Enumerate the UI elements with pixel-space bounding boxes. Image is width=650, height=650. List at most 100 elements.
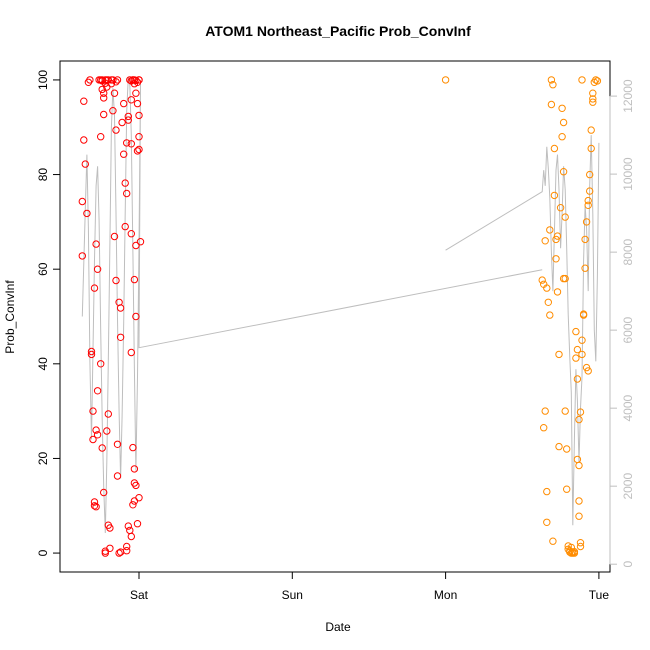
y-tick-label-0: 0 [36,549,50,556]
point-s1-19 [552,255,560,263]
point-s1-11 [546,226,554,234]
point-s0-47 [112,126,120,134]
y-tick-label-80: 80 [36,168,50,182]
point-s0-62 [123,189,131,198]
point-s0-37 [103,427,111,435]
point-s0-31 [100,110,108,119]
point-s0-54 [116,333,125,341]
point-s1-18 [552,235,560,244]
point-s1-9 [544,298,552,306]
y2-tick-label-10000: 10000 [621,157,635,191]
point-s0-98 [135,494,143,502]
point-s0-48 [110,232,119,241]
point-s0-38 [104,410,113,418]
point-s0-83 [129,501,137,509]
point-s0-68 [127,140,136,148]
point-s0-104 [112,78,120,86]
point-s0-0 [78,197,87,206]
point-s0-89 [132,241,140,250]
point-s0-85 [129,443,137,452]
point-s1-78 [578,76,586,84]
y-tick-label-20: 20 [36,451,50,465]
point-s0-7 [86,76,94,84]
point-s1-66 [586,187,594,195]
point-s0-50 [113,440,122,448]
point-s0-103 [113,76,122,84]
point-s1-10 [546,311,554,319]
point-s1-29 [561,213,569,221]
y-tick-label-60: 60 [36,262,50,276]
x-axis-label: Date [325,620,351,634]
point-s1-50 [575,461,583,470]
point-s1-17 [550,191,559,200]
point-s1-23 [555,442,563,451]
x-tick-label-Tue: Tue [589,588,610,602]
point-s1-27 [559,118,568,127]
point-s0-3 [80,136,88,144]
y2-tick-label-0: 0 [621,561,635,568]
point-s0-101 [129,76,137,84]
point-s1-65 [584,196,592,205]
point-s0-95 [135,111,143,120]
point-s1-24 [556,204,565,212]
point-s0-96 [135,145,143,154]
point-s1-52 [576,408,585,416]
point-s1-13 [547,76,556,84]
point-s0-86 [130,465,139,473]
point-s0-25 [98,85,106,94]
point-s1-67 [586,170,594,179]
point-s0-34 [100,488,108,497]
point-s1-28 [559,168,568,176]
point-s1-77 [584,367,592,375]
point-s1-21 [553,288,562,296]
point-s1-26 [558,133,566,141]
point-s1-12 [547,100,556,109]
point-s0-91 [133,520,142,528]
point-s1-69 [587,126,595,134]
point-s1-4 [541,407,549,415]
point-s0-19 [93,387,102,395]
point-s0-94 [135,133,143,141]
point-s1-5 [543,487,551,496]
point-s1-22 [555,350,563,359]
point-s0-18 [92,240,100,248]
point-s0-64 [124,116,133,124]
point-s1-14 [549,81,557,89]
x-tick-label-Sun: Sun [282,588,303,602]
chart-title: ATOM1 Northeast_Pacific Prob_ConvInf [205,23,471,39]
point-s0-61 [121,222,129,231]
point-s1-16 [550,144,559,153]
point-s1-1 [538,276,546,284]
point-s0-41 [106,544,114,552]
point-s1-7 [541,237,549,245]
point-s0-15 [90,284,99,292]
point-s0-88 [130,275,139,284]
y2-tick-label-6000: 6000 [621,316,635,343]
point-s1-58 [578,350,586,359]
point-s1-34 [563,485,571,493]
point-s1-8 [543,284,551,292]
point-s0-56 [116,304,125,312]
point-s1-56 [576,542,585,551]
point-s1-45 [572,327,580,336]
point-s1-53 [575,497,583,505]
point-s0-84 [130,497,139,505]
x-axis: Sat Sun Mon Tue [130,571,610,602]
point-s1-63 [582,218,591,226]
point-s1-60 [579,310,588,318]
point-s1-46 [572,354,580,362]
x-tick-label-Mon: Mon [434,588,457,602]
point-s0-69 [127,230,136,238]
point-s0-12 [90,498,99,506]
point-s0-97 [136,238,145,246]
point-s0-90 [132,312,140,321]
point-s1-49 [573,455,582,464]
point-s0-36 [101,549,110,557]
point-s0-9 [87,347,96,356]
point-s0-80 [126,526,134,535]
point-s1-51 [575,415,583,424]
point-s0-51 [113,472,122,480]
point-s0-92 [132,481,140,490]
point-s0-2 [80,97,88,105]
